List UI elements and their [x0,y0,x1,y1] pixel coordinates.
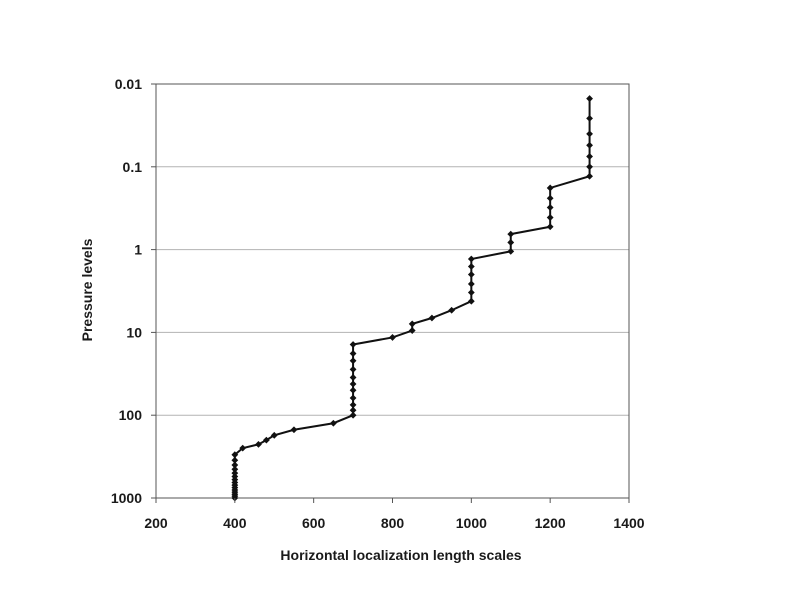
data-point [586,95,593,102]
y-tick-label: 10 [126,324,142,340]
series-line-0 [233,98,591,498]
gridlines [156,83,629,499]
data-point [231,465,239,473]
data-point [546,204,554,211]
data-point [231,451,239,459]
data-point [329,419,337,427]
data-point [586,130,593,138]
data-point [255,440,262,448]
data-point [349,350,357,357]
data-point [586,172,593,180]
data-point [349,380,357,388]
y-tick-label: 100 [119,407,143,423]
data-point [349,366,357,373]
data-point [408,327,416,334]
data-point [349,374,357,381]
data-point [467,255,475,263]
data-point [231,473,239,480]
data-point [290,426,298,434]
data-point [507,230,515,238]
data-point [349,386,357,394]
data-point [239,444,247,452]
y-tick-label: 0.01 [115,76,142,92]
y-tick-label: 1000 [111,490,142,506]
y-axis-title: Pressure levels [79,238,95,341]
data-point [467,297,475,305]
data-point [389,334,396,341]
data-point [586,163,593,171]
data-point [546,223,554,231]
data-point [349,357,357,365]
data-point [546,214,554,221]
data-point [586,114,593,122]
data-point [270,431,278,439]
data-point [467,289,475,296]
data-point [507,239,515,246]
data-point [467,263,475,270]
y-tick-label: 0.1 [123,159,143,175]
x-axis-title: Horizontal localization length scales [280,547,521,563]
data-point [467,271,475,278]
plot-area-frame [155,83,630,499]
data-point [586,141,593,149]
data-point [546,194,554,202]
data-point [349,411,357,419]
data-point [546,184,554,192]
data-point [448,306,456,314]
data-point [349,406,357,414]
x-tick-label: 1000 [456,515,487,531]
y-axis-tick-labels: 0.01 0.1 1 10 100 1000 [111,76,156,506]
data-point [507,247,515,255]
data-point [349,394,357,402]
data-point [231,461,239,469]
x-tick-label: 800 [381,515,405,531]
data-point [349,401,357,409]
x-axis-tick-labels: 200 400 600 800 1000 1200 1400 [144,498,645,531]
data-point [428,314,436,322]
data-point [231,456,239,464]
data-point [231,469,239,477]
x-tick-label: 1400 [613,515,644,531]
data-point [349,341,357,348]
x-tick-label: 1200 [535,515,566,531]
x-tick-label: 400 [223,515,247,531]
data-point [586,153,593,160]
data-point [262,436,270,444]
x-tick-label: 600 [302,515,326,531]
data-series [231,95,593,502]
y-tick-label: 1 [134,242,142,258]
data-point [408,320,416,328]
data-point [467,280,475,288]
x-tick-label: 200 [144,515,168,531]
